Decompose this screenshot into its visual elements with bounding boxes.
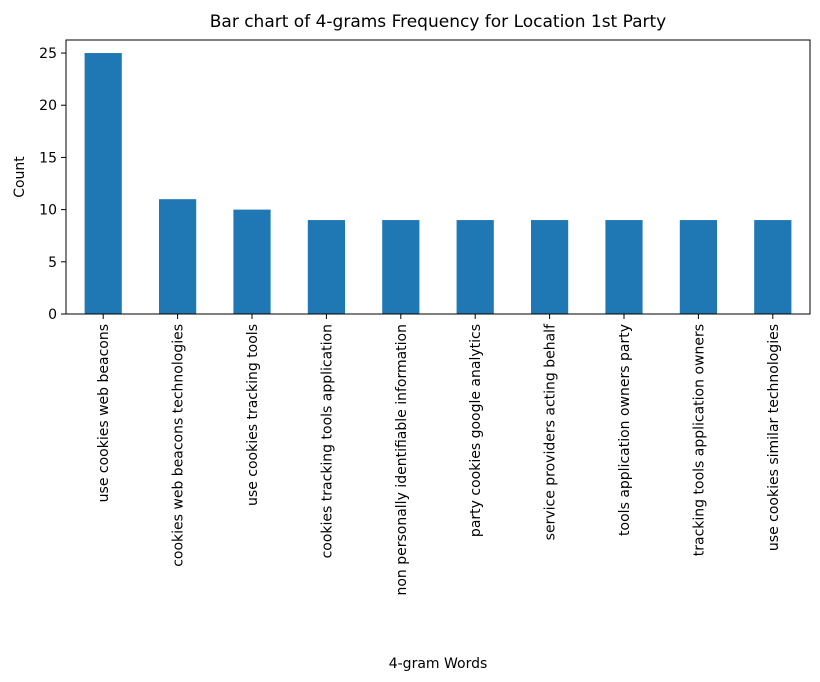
y-axis: 0 5 10 15 20 25 (39, 46, 66, 323)
y-tick-label: 25 (39, 46, 57, 62)
y-tick-label: 20 (39, 98, 57, 114)
bars-group (84, 53, 792, 315)
x-tick-label: party cookies google analytics (468, 324, 484, 537)
bar (605, 220, 643, 314)
x-tick-label: use cookies web beacons (96, 324, 112, 502)
y-axis-label: Count (12, 156, 28, 198)
chart-title: Bar chart of 4-grams Frequency for Locat… (210, 12, 667, 32)
y-tick-label: 5 (48, 255, 57, 271)
bar (382, 220, 420, 314)
x-axis-label: 4-gram Words (389, 656, 488, 672)
bar (679, 220, 717, 314)
y-tick-label: 0 (48, 307, 57, 323)
bar (307, 220, 345, 314)
x-tick-label: tracking tools application owners (691, 324, 707, 556)
bar (754, 220, 792, 314)
bar (159, 199, 197, 314)
bar (456, 220, 494, 314)
x-axis: use cookies web beacons cookies web beaco… (96, 314, 782, 596)
y-tick-label: 15 (39, 150, 57, 166)
x-tick-label: use cookies similar technologies (766, 324, 782, 551)
x-tick-label: non personally identifiable information (394, 324, 410, 596)
y-tick-label: 10 (39, 203, 57, 219)
x-tick-label: cookies tracking tools application (319, 324, 335, 558)
x-tick-label: cookies web beacons technologies (171, 324, 187, 567)
x-tick-label: tools application owners party (617, 324, 633, 536)
x-tick-label: service providers acting behalf (543, 323, 559, 540)
x-tick-label: use cookies tracking tools (245, 324, 261, 506)
plot-frame (65, 39, 811, 315)
bar (84, 53, 122, 315)
bar (531, 220, 569, 314)
bar (233, 209, 271, 314)
